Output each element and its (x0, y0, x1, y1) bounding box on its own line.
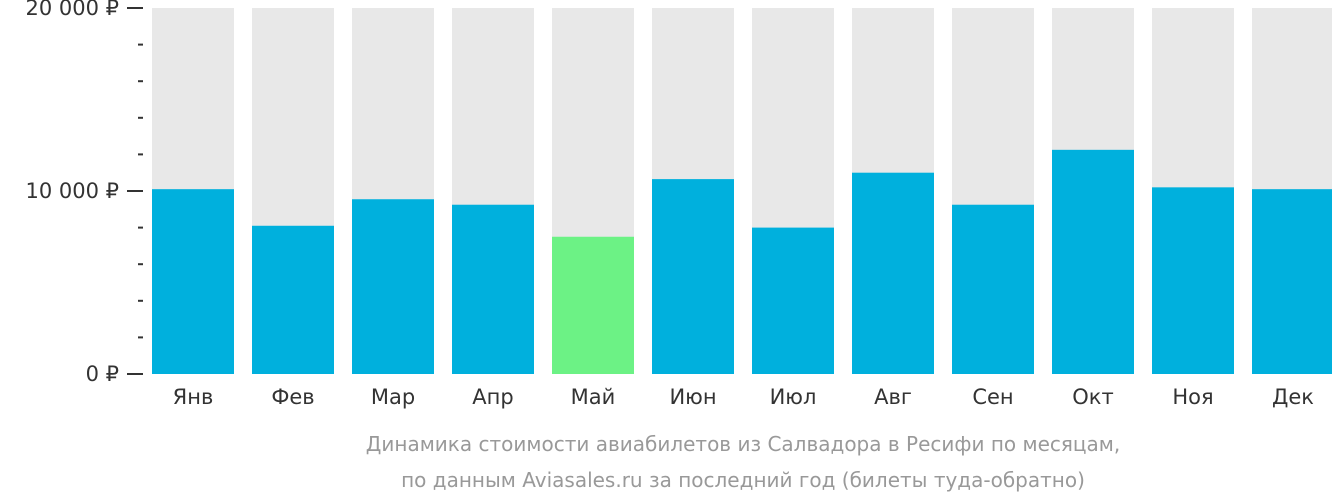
x-axis-tick-label: Июн (669, 385, 716, 409)
bar-6 (752, 227, 834, 374)
bar-10 (1152, 187, 1234, 374)
bar-9 (1052, 149, 1134, 374)
bar-3 (452, 204, 534, 374)
bar-4 (552, 236, 634, 374)
x-axis-tick-label: Мар (371, 385, 415, 409)
y-axis-tick-label: 0 ₽ (86, 362, 119, 386)
bar-2 (352, 199, 434, 374)
x-axis-tick-label: Ноя (1172, 385, 1213, 409)
chart-caption-line-2: по данным Aviasales.ru за последний год … (401, 468, 1085, 492)
bar-5 (652, 179, 734, 374)
chart-caption-line-1: Динамика стоимости авиабилетов из Салвад… (365, 432, 1121, 456)
chart-canvas: 20 000 ₽ 10 000 ₽ 0 ₽ Янв Фев Мар Апр Май Июн Июл… (25, 0, 1332, 409)
x-axis-tick-label: Авг (874, 385, 912, 409)
x-axis-tick-label: Фев (271, 385, 314, 409)
bar-7 (852, 172, 934, 374)
bar-8 (952, 204, 1034, 374)
x-axis-tick-label: Апр (472, 385, 513, 409)
bar-1 (252, 225, 334, 374)
bar-11 (1252, 189, 1332, 374)
x-axis-tick-label: Май (571, 385, 616, 409)
x-axis-tick-label: Янв (173, 385, 214, 409)
y-axis-tick-label: 20 000 ₽ (25, 0, 119, 20)
bar-0 (152, 189, 234, 374)
x-axis-tick-label: Июл (770, 385, 817, 409)
x-axis-tick-label: Окт (1072, 385, 1113, 409)
y-axis-tick-label: 10 000 ₽ (25, 179, 119, 203)
x-axis-tick-label: Сен (972, 385, 1013, 409)
x-axis-tick-label: Дек (1272, 385, 1314, 409)
